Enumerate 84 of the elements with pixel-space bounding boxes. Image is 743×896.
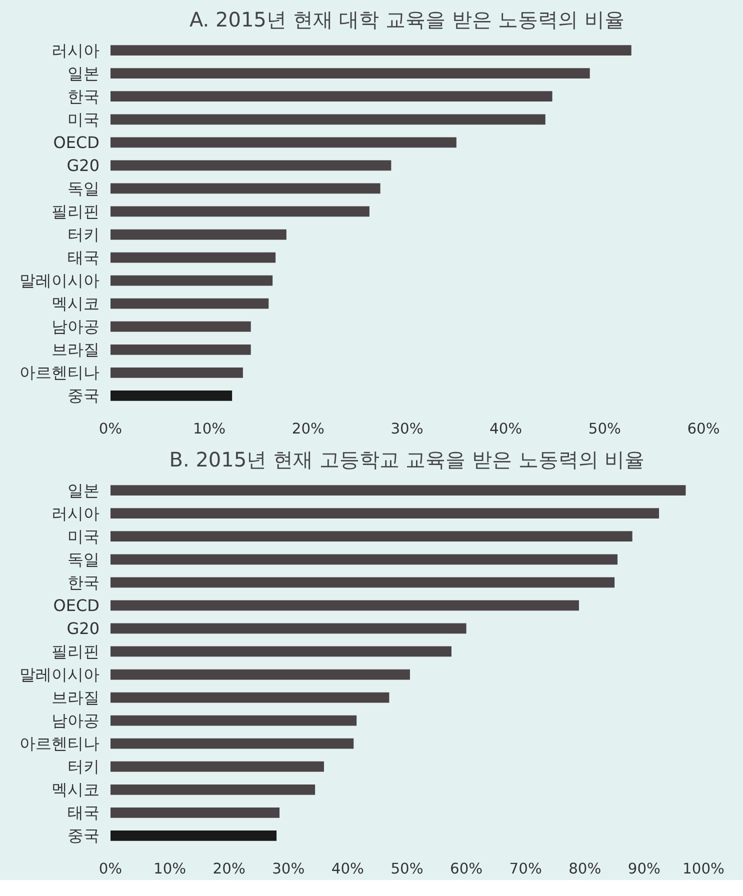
y-tick-label: 멕시코: [52, 294, 100, 314]
bar: [110, 738, 354, 749]
x-tick-label: 60%: [450, 860, 483, 878]
y-tick-label: 미국: [68, 526, 100, 546]
y-tick-label: 아르헨티나: [20, 363, 100, 382]
bar: [110, 206, 370, 217]
y-tick-label: 터키: [68, 225, 100, 244]
y-tick-label: G20: [66, 618, 100, 638]
bar: [110, 160, 392, 171]
bar: [110, 275, 273, 286]
bar: [110, 68, 590, 79]
bar: [110, 390, 232, 401]
x-tick-label: 100%: [682, 860, 725, 878]
bar: [110, 114, 546, 125]
y-tick-label: 중국: [68, 386, 100, 406]
x-tick-label: 20%: [212, 860, 246, 878]
x-tick-label: 90%: [628, 860, 661, 878]
bar: [110, 600, 579, 611]
x-tick-label: 10%: [193, 420, 226, 438]
y-tick-label: 필리핀: [52, 202, 100, 221]
bar: [110, 508, 660, 519]
bar: [110, 669, 410, 680]
y-tick-label: 태국: [68, 803, 100, 822]
y-tick-label: 필리핀: [52, 642, 100, 661]
bar: [110, 183, 380, 194]
bar: [110, 367, 243, 378]
bar: [110, 692, 390, 703]
y-tick-label: 미국: [68, 110, 100, 129]
y-tick-label: 남아공: [52, 317, 100, 336]
y-tick-label: 러시아: [52, 40, 100, 60]
bar: [110, 577, 615, 588]
bar: [110, 45, 632, 56]
bar: [110, 252, 276, 263]
bar: [110, 531, 632, 542]
x-tick-label: 20%: [292, 420, 325, 438]
x-tick-label: 40%: [331, 860, 364, 878]
y-tick-label: 한국: [68, 572, 100, 592]
bar: [110, 784, 316, 795]
x-tick-label: 40%: [490, 420, 522, 438]
y-tick-label: 말레이시아: [20, 665, 100, 684]
y-tick-label: 독일: [68, 550, 100, 569]
x-tick-label: 50%: [390, 860, 424, 878]
x-tick-label: 30%: [272, 860, 305, 878]
bar: [110, 344, 251, 355]
bar: [110, 137, 456, 148]
bar: [110, 807, 280, 818]
y-tick-label: 독일: [68, 178, 100, 198]
y-tick-label: 한국: [68, 86, 100, 106]
x-tick-label: 10%: [154, 860, 186, 878]
bar: [110, 715, 357, 726]
y-tick-label: 터키: [68, 757, 100, 776]
x-tick-label: 30%: [390, 420, 424, 438]
x-tick-label: 50%: [588, 420, 622, 438]
x-tick-label: 60%: [687, 420, 720, 438]
x-tick-label: 70%: [509, 860, 542, 878]
x-tick-label: 0%: [98, 860, 122, 878]
y-tick-label: 멕시코: [52, 780, 100, 800]
bar: [110, 229, 286, 240]
y-tick-label: 러시아: [52, 504, 100, 523]
chart-title: B. 2015년 현재 고등학교 교육을 받은 노동력의 비율: [169, 448, 645, 472]
bar: [110, 485, 686, 496]
bar: [110, 623, 466, 634]
bar: [110, 554, 618, 565]
y-tick-label: OECD: [53, 596, 100, 615]
y-tick-label: 태국: [68, 248, 100, 268]
y-tick-label: 아르헨티나: [20, 734, 100, 754]
y-tick-label: 일본: [68, 64, 100, 83]
x-tick-label: 80%: [568, 860, 602, 878]
bar: [110, 761, 324, 772]
y-tick-label: G20: [66, 156, 100, 175]
bar: [110, 91, 552, 102]
y-tick-label: 브라질: [52, 340, 100, 360]
chart-title: A. 2015년 현재 대학 교육을 받은 노동력의 비율: [189, 8, 625, 32]
y-tick-label: 말레이시아: [20, 271, 100, 290]
bar: [110, 830, 277, 841]
y-tick-label: 남아공: [52, 711, 100, 730]
x-tick-label: 0%: [98, 420, 122, 438]
y-tick-label: 중국: [68, 826, 100, 846]
bar: [110, 646, 452, 657]
bar: [110, 298, 269, 309]
bar: [110, 321, 251, 332]
y-tick-label: 브라질: [52, 688, 100, 708]
y-tick-label: 일본: [68, 480, 100, 500]
y-tick-label: OECD: [53, 132, 100, 152]
